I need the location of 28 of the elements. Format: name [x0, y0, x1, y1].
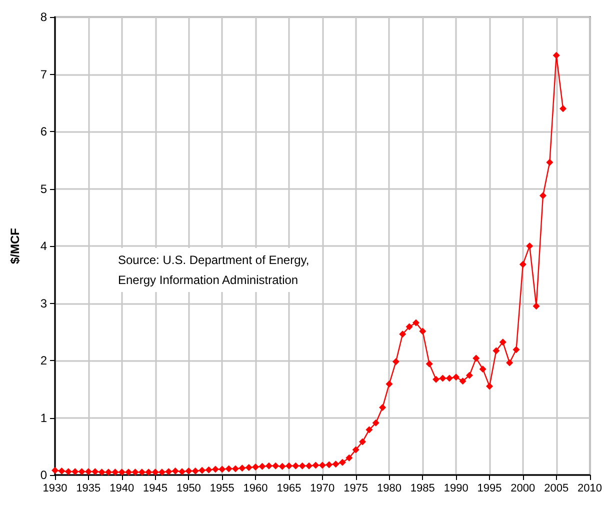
y-tick-label: 1: [40, 410, 48, 425]
y-tick-label: 8: [40, 10, 48, 24]
x-tick-label: 1935: [76, 482, 101, 494]
x-tick-label: 2005: [544, 482, 569, 494]
x-tick-label: 2000: [510, 482, 536, 494]
x-tick-label: 1980: [376, 482, 402, 494]
x-tick-label: 1940: [110, 482, 134, 494]
y-axis-title: $/MCF: [8, 228, 22, 264]
x-tick-label: 1945: [143, 482, 168, 494]
x-tick-label: 1995: [477, 482, 502, 494]
x-tick-label: 1975: [344, 482, 368, 494]
y-tick-label: 7: [40, 67, 48, 82]
x-tick-label: 1985: [410, 482, 435, 494]
annotation: Source: U.S. Department of Energy, Energy Information Administration: [118, 253, 310, 287]
x-tick-label: 1990: [444, 482, 468, 494]
x-tick-label: 1955: [210, 482, 234, 494]
y-tick-label: 0: [40, 468, 48, 482]
x-tick-label: 1965: [276, 482, 302, 494]
x-tick-label: 1960: [243, 482, 268, 494]
x-tick-label: 2010: [578, 482, 602, 494]
x-tick-label: 1950: [176, 482, 201, 494]
y-tick-label: 3: [40, 296, 48, 310]
x-tick-label: 1970: [310, 482, 335, 494]
y-tick-label: 5: [40, 182, 48, 196]
y-tick-label: 6: [40, 124, 48, 138]
y-tick-label: 2: [40, 354, 48, 368]
x-tick-label: 1930: [42, 482, 68, 494]
y-tick-label: 4: [40, 239, 48, 253]
